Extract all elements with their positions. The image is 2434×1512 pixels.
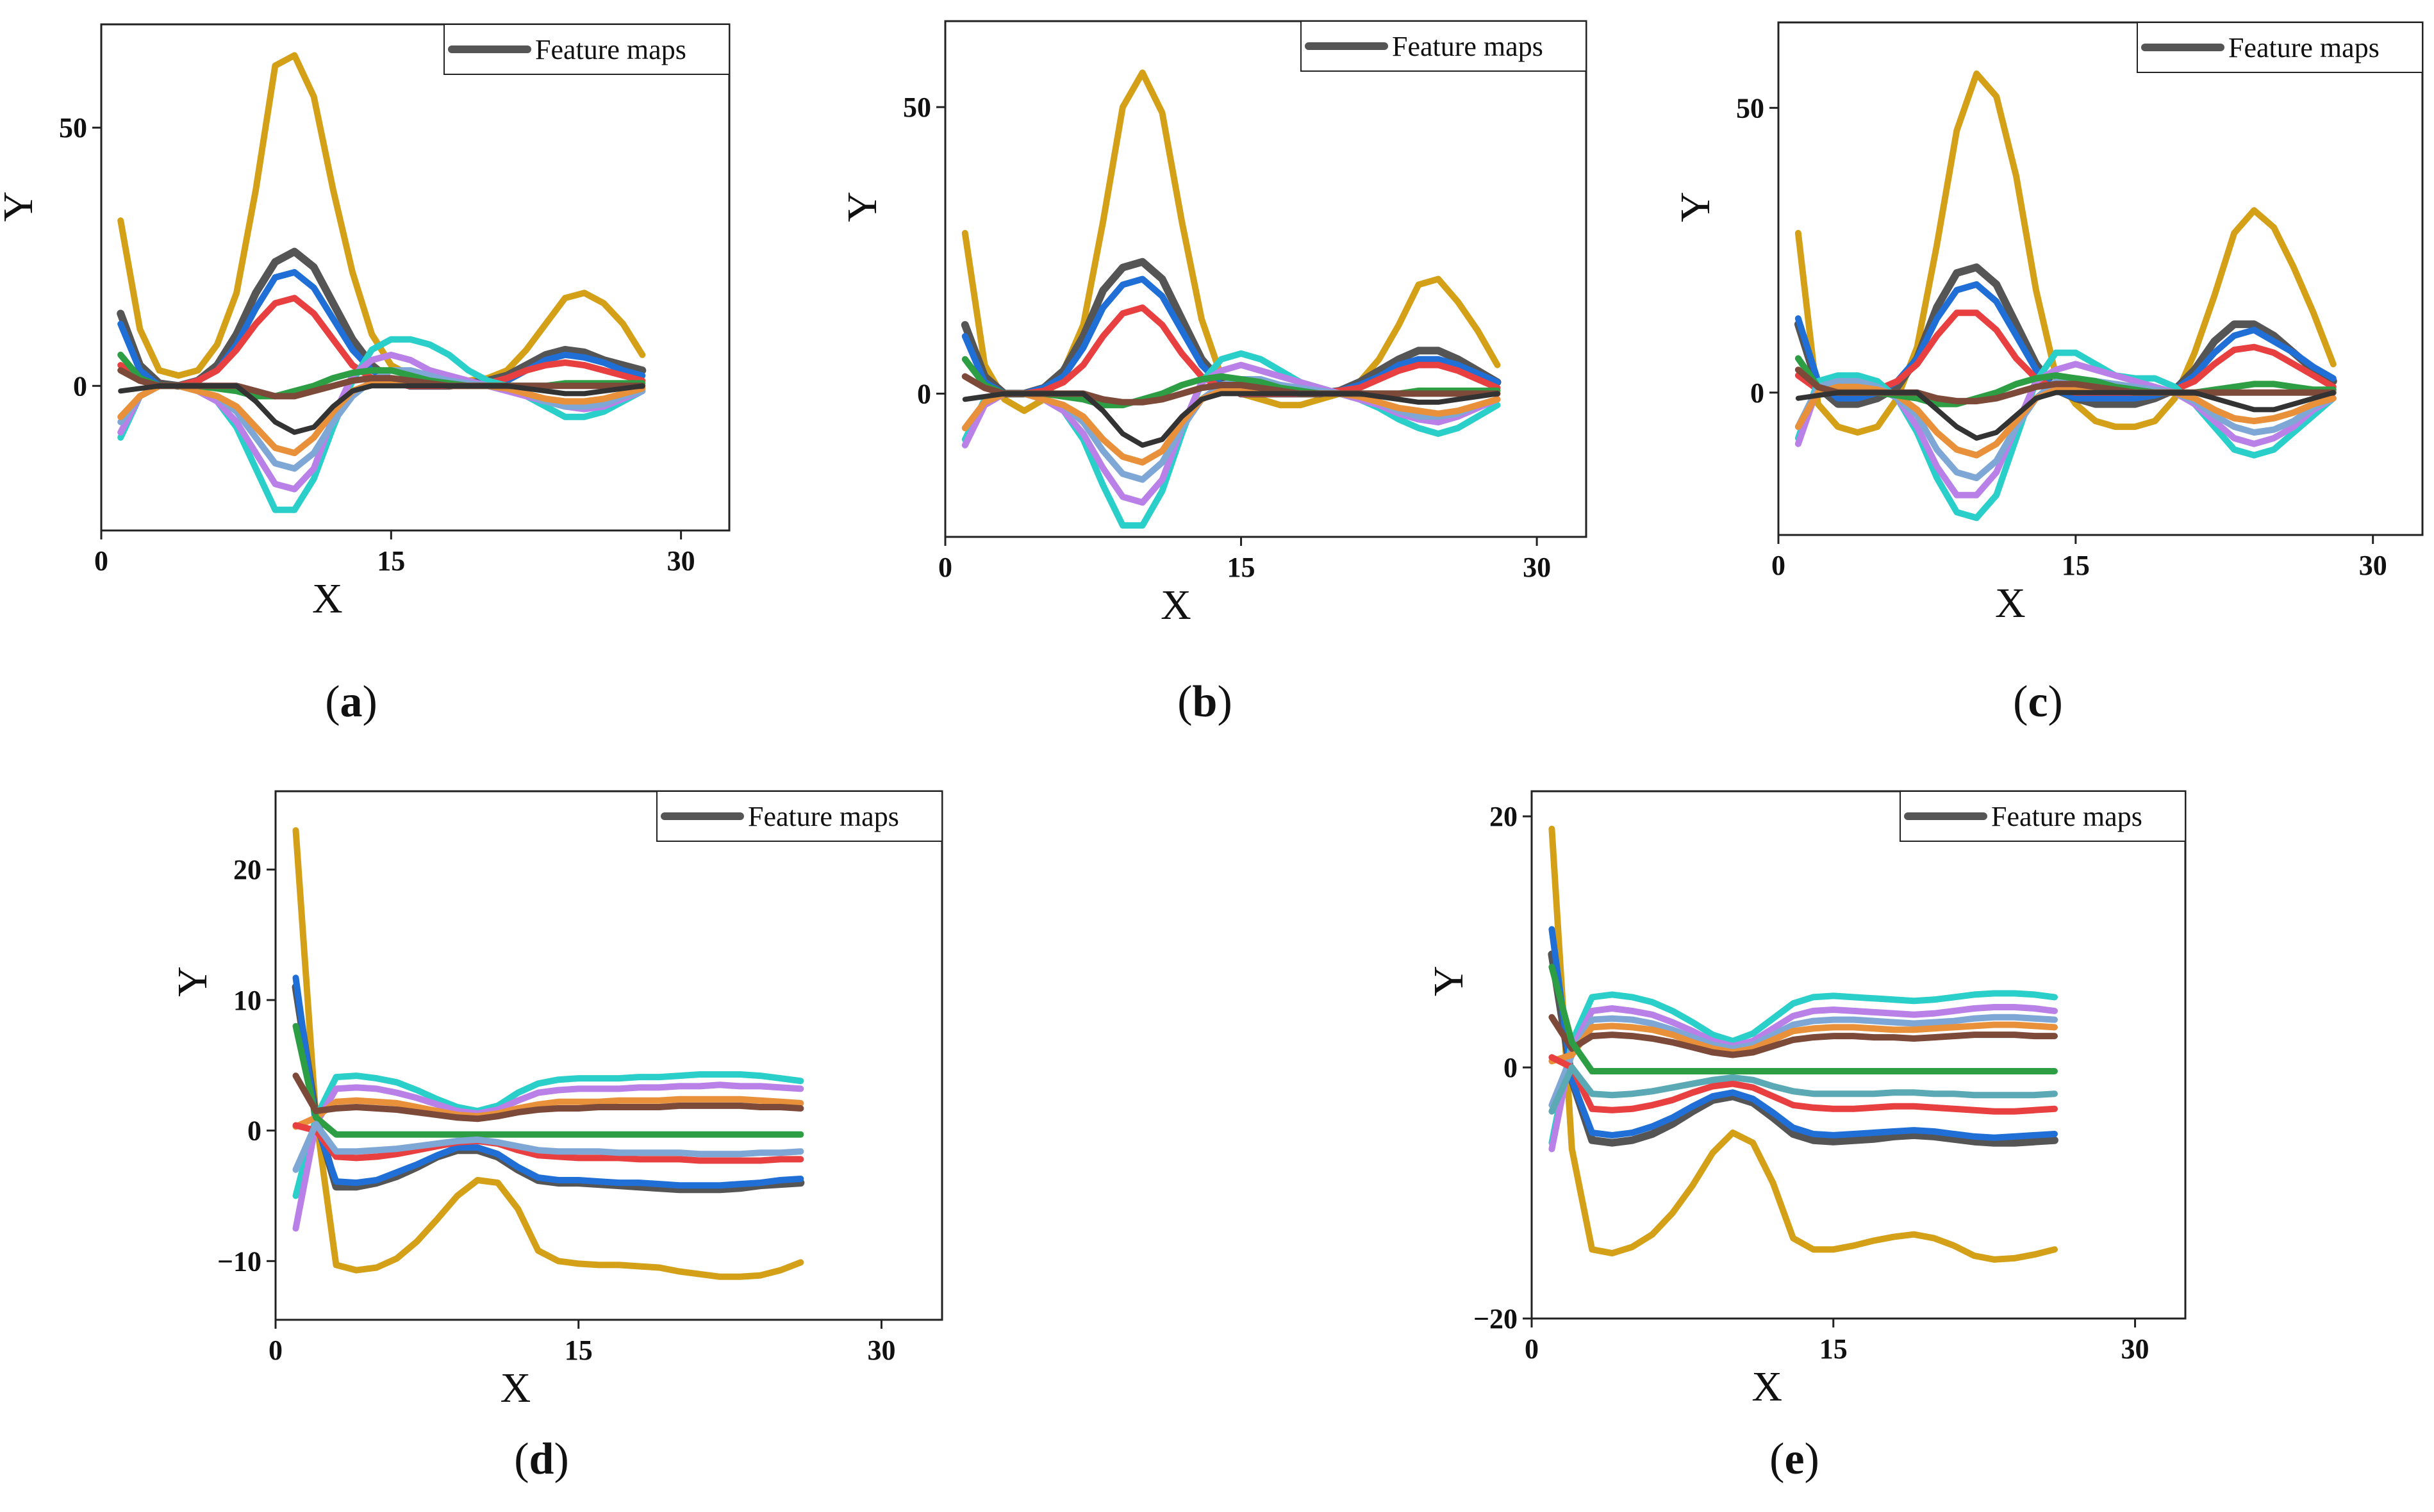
panel-caption: (a) [325,677,377,727]
legend-label: Feature maps [1991,801,2142,832]
series-line-8 [117,377,646,457]
series-group [961,69,1502,529]
y-tick-label: −20 [1473,1303,1518,1335]
series-group [1794,70,2337,522]
legend-box [1300,21,1587,72]
x-tick-label: 30 [1523,552,1551,583]
y-tick-label: 50 [903,92,931,123]
x-axis-label: X [1751,1363,1782,1410]
series-line-10 [292,1121,804,1173]
y-axis-label: Y [839,192,886,222]
legend-label: Feature maps [2228,32,2380,63]
x-tick-label: 30 [2359,550,2387,581]
series-line-2 [1548,950,2058,1147]
x-axis-label: X [501,1365,531,1411]
legend-label: Feature maps [1392,31,1543,62]
x-axis-label: X [1161,582,1191,629]
series-line-1 [292,827,804,1280]
y-axis-label: Y [0,192,42,222]
plot-frame [1777,21,2424,536]
plot-frame [944,20,1587,538]
x-tick-label: 15 [2062,550,2090,581]
y-tick-label: 0 [73,370,87,402]
chart-panel-d: 0 15 30 −10 0 10 20 X Y Feature maps (d) [169,790,943,1484]
x-tick-label: 30 [667,545,695,577]
chart-panel-b: 0 15 30 0 50 X Y Feature maps (b) [839,20,1587,727]
y-tick-label: 50 [59,112,87,144]
y-axis-label: Y [169,966,216,997]
series-line-4 [292,1071,804,1199]
panel-caption: (b) [1177,677,1232,727]
series-line-6 [292,1096,804,1130]
series-line-5 [292,1081,804,1232]
series-line-1 [117,52,646,384]
series-line-7 [292,1122,804,1164]
panel-caption: (d) [514,1434,569,1484]
x-axis-label: X [1995,580,2026,627]
series-group [117,52,647,513]
series-line-8 [961,384,1501,466]
series-line-11 [1795,390,2336,441]
plot-frame [100,23,731,532]
series-line-10 [1548,964,2058,1074]
y-tick-label: 20 [233,854,261,885]
y-tick-label: 0 [1750,377,1764,409]
x-tick-label: 0 [1771,550,1785,581]
y-tick-label: 0 [917,378,931,409]
series-line-9 [1548,1054,2058,1115]
x-tick-label: 15 [377,545,405,577]
series-line-3 [1548,926,2058,1141]
x-tick-label: 15 [565,1335,593,1366]
x-axis-label: X [312,575,343,622]
x-tick-label: 0 [938,552,952,583]
x-tick-label: 15 [1227,552,1255,583]
panel-caption: (e) [1769,1434,1819,1484]
y-axis-label: Y [1672,192,1719,222]
legend-label: Feature maps [748,801,899,832]
chart-panel-c: 0 15 30 0 50 X Y Feature maps (c) [1672,21,2424,727]
series-line-5 [1548,1004,2058,1153]
series-line-11 [1548,1064,2058,1115]
series-line-1 [1548,825,2058,1263]
series-group [1548,825,2058,1263]
y-tick-label: −10 [217,1245,261,1277]
series-line-4 [1548,990,2058,1146]
legend-label: Feature maps [535,34,686,65]
series-line-8 [1548,1014,2058,1058]
series-line-7 [1548,1021,2058,1065]
x-tick-label: 30 [2121,1333,2149,1365]
y-tick-label: 0 [1503,1052,1518,1083]
panel-caption: (c) [2013,677,2063,727]
y-tick-label: 50 [1736,92,1764,124]
series-line-9 [292,1072,804,1122]
series-line-8 [292,1023,804,1138]
x-tick-label: 0 [94,545,108,577]
plot-frame [1530,790,2187,1320]
y-tick-label: 20 [1489,801,1518,832]
y-tick-label: 10 [233,985,261,1016]
series-line-2 [961,258,1502,398]
x-tick-label: 0 [1525,1333,1539,1365]
chart-panel-a: 0 15 30 0 50 X Y Feature maps (a) [0,23,731,727]
x-tick-label: 15 [1819,1333,1848,1365]
series-line-11 [962,391,1500,448]
series-line-3 [292,974,804,1189]
series-line-11 [118,383,645,435]
series-group [292,827,805,1280]
y-axis-label: Y [1425,966,1472,996]
plot-frame [274,790,943,1321]
x-tick-label: 30 [867,1335,895,1366]
y-tick-label: 0 [247,1115,261,1147]
x-tick-label: 0 [269,1335,283,1366]
series-line-6 [1548,1014,2058,1108]
